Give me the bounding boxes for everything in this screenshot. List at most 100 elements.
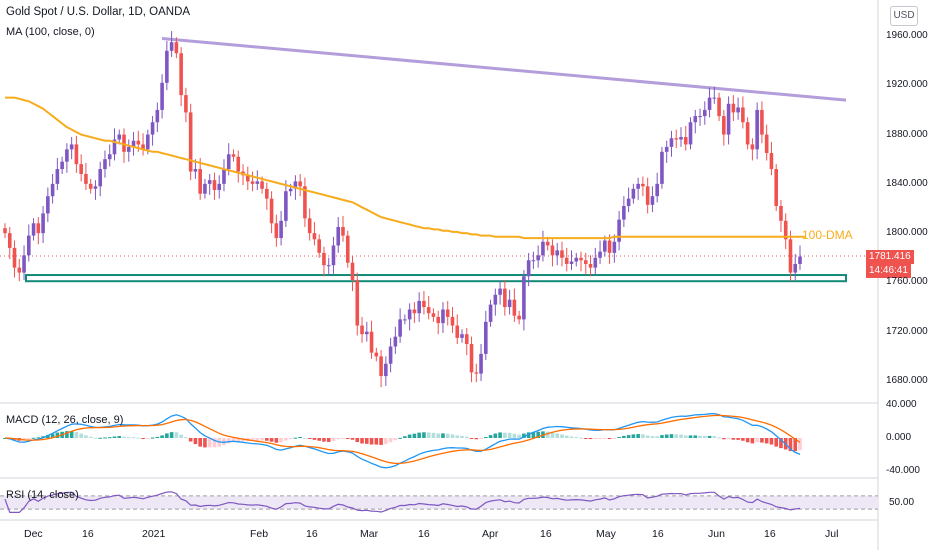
candle bbox=[160, 82, 164, 110]
rsi-line bbox=[4, 491, 801, 513]
macd-histogram-bar bbox=[388, 438, 393, 443]
macd-histogram-bar bbox=[255, 438, 260, 441]
macd-histogram-bar bbox=[422, 432, 426, 438]
candle bbox=[764, 134, 769, 154]
candle bbox=[269, 198, 274, 224]
time-tick-label: 16 bbox=[418, 528, 430, 540]
candle bbox=[550, 245, 555, 256]
macd-histogram-bar bbox=[260, 438, 264, 441]
candle bbox=[474, 372, 479, 374]
candle bbox=[526, 260, 531, 277]
macd-histogram-bar bbox=[126, 437, 131, 439]
macd-histogram-bar bbox=[398, 437, 402, 439]
candle bbox=[631, 188, 636, 199]
candle bbox=[793, 263, 798, 273]
macd-histogram-bar bbox=[636, 434, 640, 438]
candle bbox=[779, 206, 783, 221]
candle bbox=[22, 255, 26, 273]
macd-histogram-bar bbox=[65, 431, 69, 438]
macd-histogram-bar bbox=[474, 438, 479, 440]
macd-histogram-bar bbox=[369, 438, 374, 445]
candle bbox=[607, 240, 612, 253]
candle bbox=[198, 169, 202, 194]
candle bbox=[393, 336, 398, 347]
macd-histogram-bar bbox=[503, 432, 507, 438]
macd-histogram-bar bbox=[355, 438, 360, 443]
candle bbox=[17, 267, 22, 273]
candle bbox=[350, 262, 355, 280]
macd-histogram-bar bbox=[698, 435, 702, 438]
macd-histogram-bar bbox=[79, 433, 83, 438]
macd-histogram-bar bbox=[222, 438, 226, 446]
macd-histogram-bar bbox=[750, 438, 755, 444]
candle bbox=[303, 186, 307, 219]
candle bbox=[284, 191, 288, 221]
macd-histogram-bar bbox=[374, 438, 379, 445]
candle bbox=[245, 175, 250, 182]
macd-histogram-bar bbox=[407, 434, 412, 438]
macd-histogram-bar bbox=[403, 436, 407, 438]
candle bbox=[331, 245, 336, 266]
macd-histogram-bar bbox=[141, 438, 145, 439]
candle bbox=[217, 183, 222, 191]
macd-histogram-bar bbox=[550, 432, 555, 438]
candle bbox=[536, 255, 540, 261]
macd-histogram-bar bbox=[679, 434, 683, 438]
time-tick-label: Mar bbox=[360, 528, 379, 540]
macd-histogram-bar bbox=[484, 437, 488, 439]
macd-histogram-bar bbox=[779, 438, 783, 449]
macd-histogram-bar bbox=[207, 438, 212, 448]
candle bbox=[293, 181, 298, 189]
candle bbox=[379, 356, 383, 377]
candle bbox=[645, 186, 650, 205]
rsi-indicator-label[interactable]: RSI (14, close) bbox=[6, 489, 79, 501]
ma-indicator-label[interactable]: MA (100, close, 0) bbox=[6, 26, 95, 38]
macd-histogram-bar bbox=[364, 438, 369, 444]
macd-histogram-bar bbox=[393, 438, 398, 441]
candle bbox=[517, 315, 521, 320]
candle bbox=[12, 247, 17, 268]
macd-histogram-bar bbox=[722, 438, 726, 440]
candle bbox=[626, 198, 631, 207]
macd-histogram-bar bbox=[312, 438, 317, 440]
candle bbox=[55, 169, 60, 184]
candle bbox=[184, 95, 188, 113]
macd-histogram-bar bbox=[322, 438, 326, 442]
candle bbox=[36, 223, 41, 234]
macd-histogram-bar bbox=[717, 437, 721, 439]
macd-histogram-bar bbox=[612, 438, 617, 439]
time-tick-label: 16 bbox=[306, 528, 318, 540]
macd-histogram-bar bbox=[498, 432, 502, 438]
macd-histogram-bar bbox=[69, 430, 74, 438]
macd-histogram-bar bbox=[745, 438, 750, 443]
candle bbox=[726, 103, 731, 135]
macd-histogram-bar bbox=[598, 438, 602, 439]
macd-histogram-bar bbox=[441, 433, 445, 438]
candle bbox=[593, 257, 598, 268]
candle bbox=[112, 139, 117, 155]
currency-button[interactable]: USD bbox=[890, 6, 918, 26]
macd-histogram-bar bbox=[36, 437, 41, 439]
candle bbox=[484, 321, 488, 354]
macd-histogram-bar bbox=[631, 434, 636, 438]
macd-histogram-bar bbox=[774, 438, 778, 447]
candle bbox=[126, 146, 131, 152]
macd-histogram-bar bbox=[655, 436, 659, 438]
price-tick-label: 1720.000 bbox=[886, 325, 928, 337]
candle bbox=[693, 116, 698, 123]
macd-histogram-bar bbox=[88, 436, 93, 438]
macd-histogram-bar bbox=[27, 438, 31, 440]
candle bbox=[222, 169, 226, 184]
macd-histogram-bar bbox=[122, 436, 126, 438]
macd-histogram-bar bbox=[798, 438, 802, 451]
macd-histogram-bar bbox=[531, 431, 536, 438]
macd-histogram-bar bbox=[179, 434, 183, 438]
macd-indicator-label[interactable]: MACD (12, 26, close, 9) bbox=[6, 414, 124, 426]
macd-histogram-bar bbox=[707, 435, 712, 438]
time-badge: 14:46:41 bbox=[866, 264, 911, 278]
candle bbox=[117, 134, 122, 140]
candle bbox=[493, 294, 498, 305]
candle bbox=[107, 154, 112, 160]
macd-tick-label: 40.000 bbox=[886, 399, 917, 410]
